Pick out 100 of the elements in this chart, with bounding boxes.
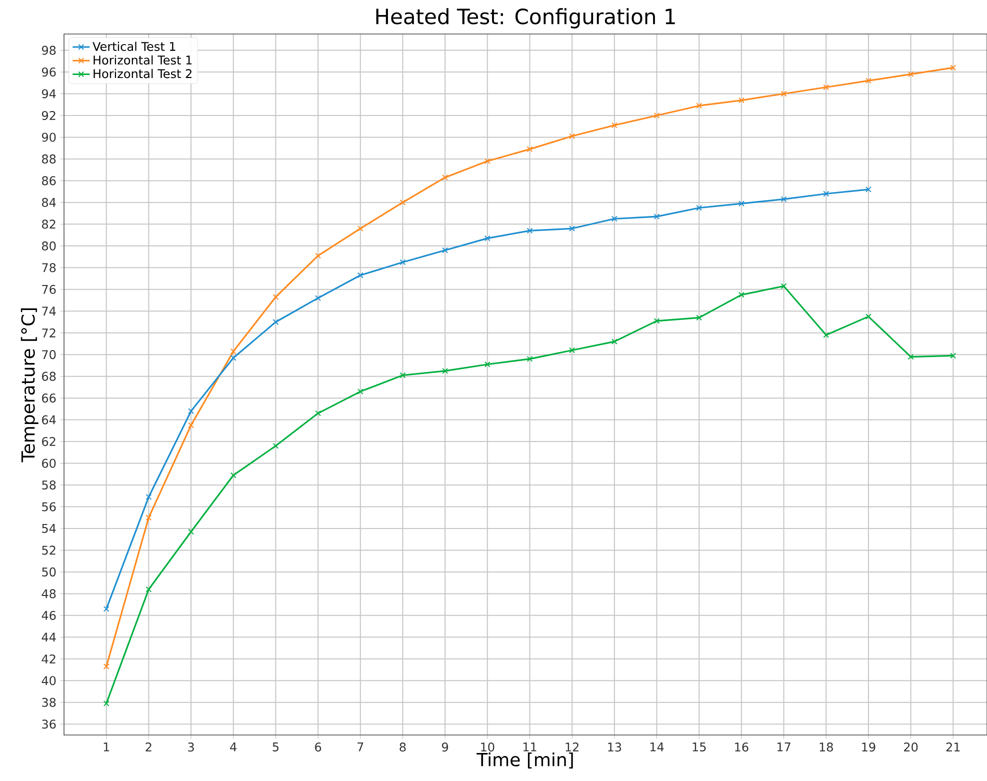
point bbox=[696, 204, 702, 211]
point bbox=[908, 71, 914, 78]
y-tick-label: 52 bbox=[42, 546, 56, 555]
point bbox=[400, 259, 406, 266]
y-tick-label: 44 bbox=[42, 632, 56, 642]
x-axis-title: Time [min] bbox=[476, 752, 573, 769]
x-tick-label: 13 bbox=[608, 742, 622, 752]
y-tick-label: 78 bbox=[42, 263, 56, 272]
x-tick-label: 17 bbox=[777, 742, 790, 752]
point bbox=[738, 97, 744, 104]
x-tick-label: 12 bbox=[566, 742, 579, 752]
point bbox=[654, 112, 660, 118]
point bbox=[146, 586, 152, 592]
y-tick-label: 98 bbox=[42, 46, 56, 55]
y-tick-label: 36 bbox=[42, 720, 56, 729]
point bbox=[823, 84, 830, 90]
y-tick-label: 56 bbox=[42, 502, 56, 512]
y-tick-label: 68 bbox=[42, 372, 56, 381]
point bbox=[357, 388, 364, 395]
y-tick-label: 38 bbox=[42, 698, 56, 707]
point bbox=[950, 64, 956, 71]
point bbox=[484, 158, 490, 164]
point bbox=[780, 283, 787, 290]
x-tick-label: 19 bbox=[862, 742, 876, 752]
y-tick-label: 86 bbox=[42, 176, 56, 186]
y-tick-label: 80 bbox=[42, 241, 56, 250]
x-tick-label: 7 bbox=[358, 742, 364, 752]
point bbox=[188, 408, 194, 414]
x-tick-label: 8 bbox=[400, 742, 406, 752]
x-tick-label: 11 bbox=[523, 742, 536, 752]
x-tick-label: 14 bbox=[650, 742, 664, 752]
point bbox=[865, 186, 872, 192]
legend-label: Vertical Test 1 bbox=[92, 42, 176, 51]
x-tick-label: 3 bbox=[188, 742, 194, 752]
y-tick-label: 64 bbox=[42, 415, 56, 424]
point bbox=[569, 226, 576, 232]
point bbox=[146, 494, 152, 500]
point bbox=[738, 292, 744, 298]
point bbox=[230, 472, 236, 478]
point bbox=[823, 190, 830, 197]
point bbox=[146, 514, 152, 521]
y-tick-label: 42 bbox=[42, 654, 56, 664]
y-tick-label: 58 bbox=[42, 480, 56, 490]
point bbox=[188, 422, 194, 428]
point bbox=[357, 226, 364, 232]
point bbox=[780, 90, 787, 97]
y-tick-label: 82 bbox=[42, 220, 56, 229]
point bbox=[484, 235, 490, 242]
point bbox=[696, 314, 702, 321]
y-tick-label: 46 bbox=[42, 610, 56, 620]
point bbox=[400, 372, 406, 378]
point bbox=[484, 361, 490, 368]
point bbox=[442, 174, 448, 180]
point bbox=[442, 247, 448, 254]
y-tick-label: 74 bbox=[42, 306, 56, 316]
y-tick-label: 84 bbox=[42, 198, 56, 207]
y-tick-label: 72 bbox=[42, 328, 56, 338]
y-tick-label: 92 bbox=[42, 110, 56, 120]
point bbox=[357, 272, 364, 278]
point bbox=[230, 354, 236, 361]
legend-label: Horizontal Test 2 bbox=[94, 68, 192, 78]
x-tick-label: 1 bbox=[104, 742, 110, 752]
x-tick-label: 2 bbox=[146, 742, 152, 752]
point bbox=[103, 700, 110, 706]
x-tick-label: 16 bbox=[735, 742, 748, 752]
point bbox=[103, 664, 110, 670]
point bbox=[526, 228, 533, 234]
x-tick-label: 9 bbox=[442, 742, 448, 752]
x-tick-label: 15 bbox=[692, 742, 706, 752]
x-tick-label: 4 bbox=[230, 742, 237, 752]
x-tick-label: 5 bbox=[272, 742, 278, 752]
point bbox=[611, 122, 618, 128]
x-tick-label: 21 bbox=[946, 742, 960, 752]
point bbox=[823, 332, 830, 338]
x-tick-label: 10 bbox=[481, 742, 494, 752]
point bbox=[654, 318, 660, 324]
point bbox=[442, 368, 448, 374]
y-tick-label: 60 bbox=[42, 458, 56, 468]
y-tick-label: 48 bbox=[42, 589, 56, 598]
point bbox=[400, 199, 406, 206]
point bbox=[569, 347, 576, 354]
point bbox=[315, 295, 322, 302]
y-tick-label: 40 bbox=[42, 676, 56, 686]
y-tick-label: 54 bbox=[42, 524, 56, 533]
point bbox=[654, 214, 660, 220]
point bbox=[865, 78, 872, 84]
y-tick-label: 76 bbox=[42, 284, 56, 294]
point bbox=[611, 216, 618, 222]
y-tick-label: 50 bbox=[42, 567, 56, 577]
point bbox=[696, 102, 702, 109]
x-tick-label: 18 bbox=[820, 742, 833, 752]
point bbox=[569, 133, 576, 140]
y-tick-label: 66 bbox=[42, 394, 56, 403]
y-tick-label: 90 bbox=[42, 132, 56, 142]
point bbox=[272, 442, 279, 449]
point bbox=[188, 528, 194, 535]
point bbox=[950, 352, 956, 359]
point bbox=[315, 410, 322, 416]
point bbox=[103, 606, 110, 612]
point bbox=[230, 348, 236, 354]
